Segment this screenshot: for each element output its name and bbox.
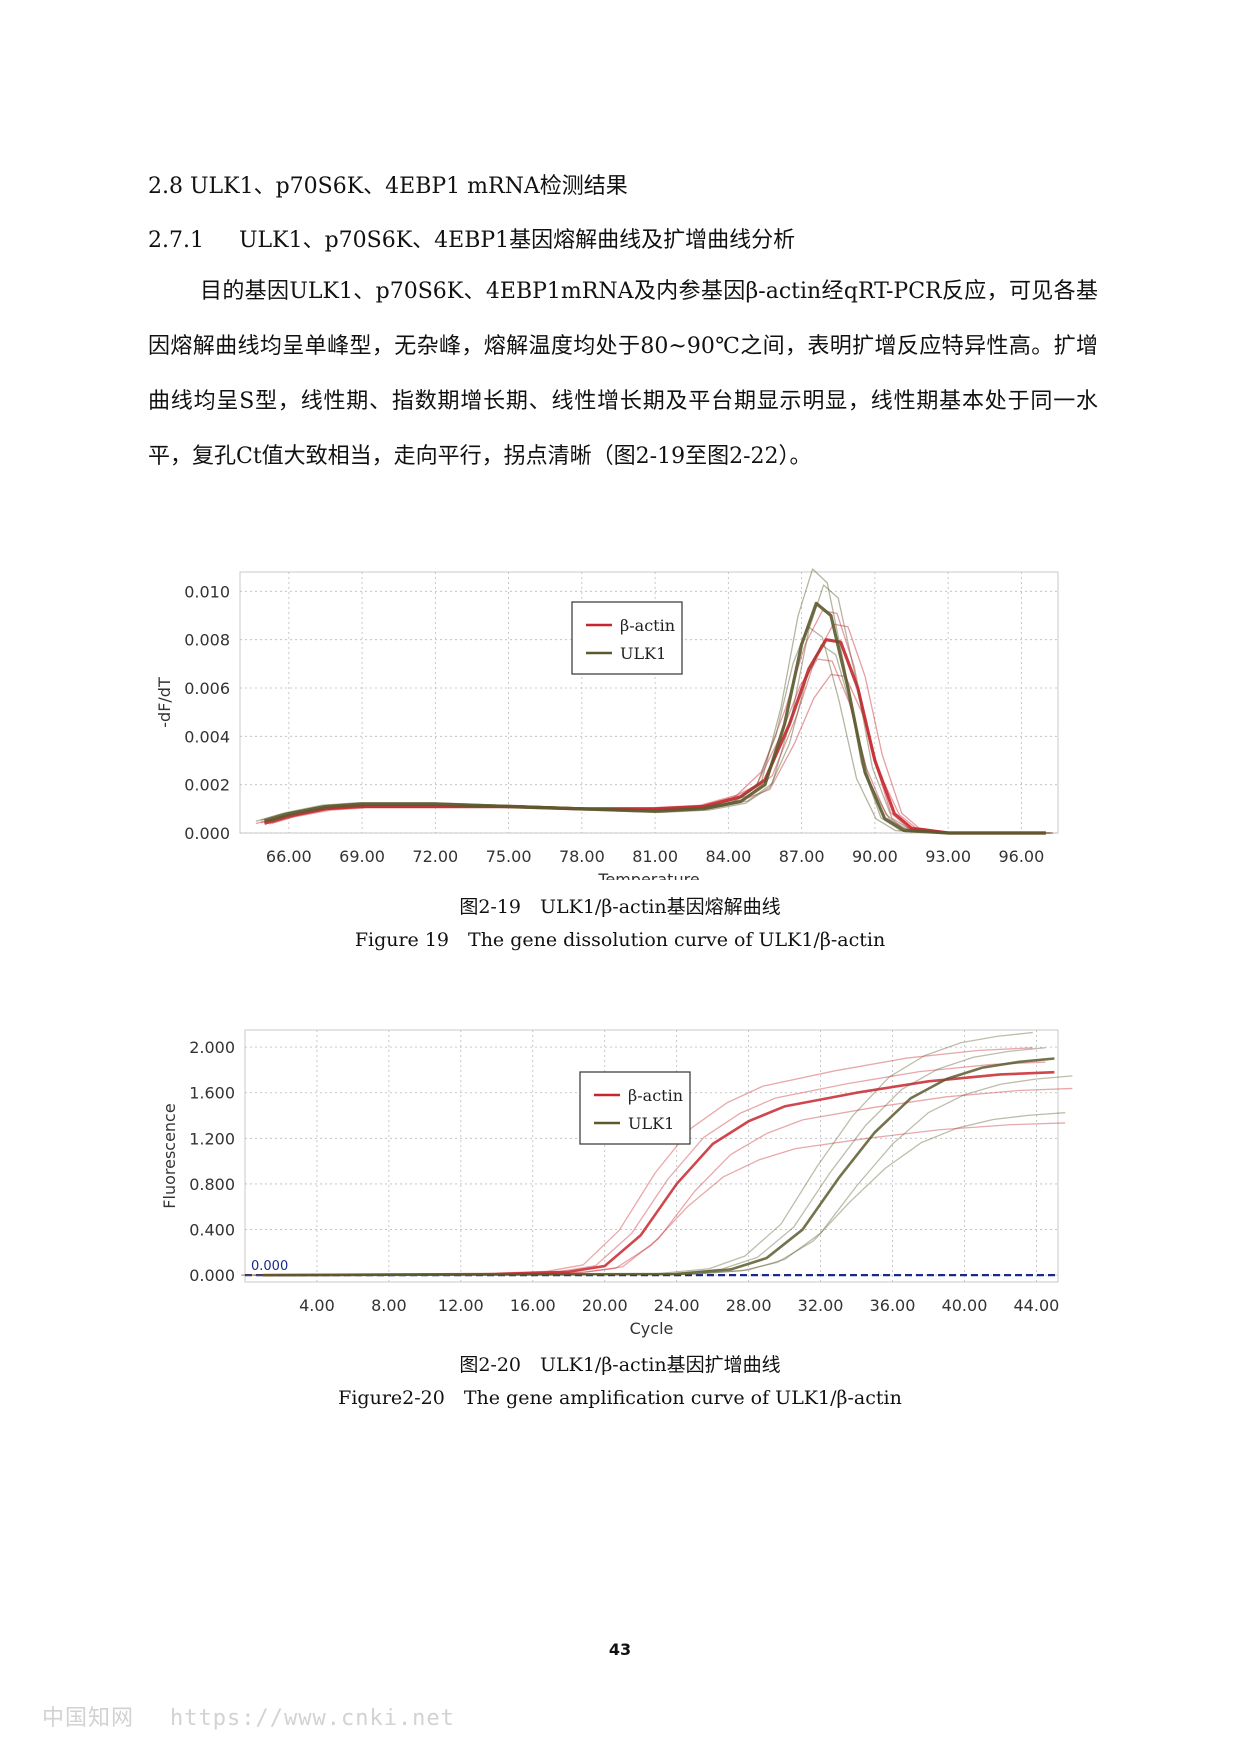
figure19-caption-en: Figure 19 The gene dissolution curve of … xyxy=(354,929,886,951)
chart1-grid xyxy=(239,571,1059,834)
figure20-caption-en: Figure2-20 The gene amplification curve … xyxy=(338,1387,902,1409)
threshold-label: 0.000 xyxy=(251,1259,288,1274)
legend-label: β-actin xyxy=(620,616,675,635)
legend-label: β-actin xyxy=(628,1086,683,1105)
x-tick-label: 36.00 xyxy=(870,1296,916,1315)
x-tick-label: 96.00 xyxy=(998,847,1044,866)
legend-box xyxy=(571,601,683,675)
watermark-site: 中国知网 xyxy=(42,1706,135,1731)
x-tick-label: 40.00 xyxy=(942,1296,988,1315)
figure19-caption-cn: 图2-19 ULK1/β-actin基因熔解曲线 xyxy=(459,896,781,918)
series-line-ulk1 xyxy=(262,1057,1055,1277)
x-tick-label: 4.00 xyxy=(299,1296,335,1315)
x-tick-label: 32.00 xyxy=(798,1296,844,1315)
chart2-legend: β-actin ULK1 xyxy=(579,1071,691,1145)
y-tick-label: 0.000 xyxy=(184,824,230,843)
y-tick-label: 0.002 xyxy=(184,776,230,795)
watermark-url: https://www.cnki.net xyxy=(170,1706,455,1731)
x-tick-label: 12.00 xyxy=(438,1296,484,1315)
x-tick-label: 16.00 xyxy=(510,1296,556,1315)
series-line-beta-actin xyxy=(262,1070,1055,1277)
series-line-ulk1 xyxy=(273,1112,1066,1276)
subsection-number: 2.7.1 xyxy=(148,228,204,253)
y-axis-label: Fluorescence xyxy=(160,1103,179,1208)
plot-frame xyxy=(239,571,1059,834)
chart1-series xyxy=(255,568,1054,835)
x-tick-label: 90.00 xyxy=(852,847,898,866)
x-tick-label: 24.00 xyxy=(654,1296,700,1315)
y-tick-label: 0.004 xyxy=(184,727,230,746)
watermark: 中国知网 https://www.cnki.net xyxy=(42,1700,455,1732)
x-tick-label: 93.00 xyxy=(925,847,971,866)
subsection-title: ULK1、p70S6K、4EBP1基因熔解曲线及扩增曲线分析 xyxy=(238,228,796,253)
chart2-series: 0.000 xyxy=(241,1031,1073,1277)
legend-label: ULK1 xyxy=(628,1114,674,1133)
x-tick-label: 69.00 xyxy=(339,847,385,866)
y-tick-label: 0.010 xyxy=(184,582,230,601)
series-line-ulk1 xyxy=(241,1031,1033,1276)
y-tick-label: 2.000 xyxy=(189,1038,235,1057)
legend-box xyxy=(579,1071,691,1145)
x-axis-label: Temperature xyxy=(597,870,699,880)
page-number: 43 xyxy=(608,1640,632,1659)
x-tick-label: 84.00 xyxy=(705,847,751,866)
x-tick-label: 75.00 xyxy=(486,847,532,866)
x-tick-label: 20.00 xyxy=(582,1296,628,1315)
series-line-beta-actin xyxy=(280,1087,1073,1276)
x-tick-label: 87.00 xyxy=(779,847,825,866)
y-tick-label: 1.600 xyxy=(189,1084,235,1103)
x-tick-label: 72.00 xyxy=(412,847,458,866)
series-line-beta-actin xyxy=(273,1122,1066,1276)
y-axis-label: -dF/dT xyxy=(155,677,174,728)
x-tick-label: 44.00 xyxy=(1014,1296,1060,1315)
y-tick-label: 0.000 xyxy=(189,1266,235,1285)
melt-curve-chart: 66.00 69.00 72.00 75.00 78.00 81.00 84.00 87.00… xyxy=(155,568,1059,880)
series-line-ulk1 xyxy=(263,601,1046,835)
x-tick-label: 28.00 xyxy=(726,1296,772,1315)
chart1-legend: β-actin ULK1 xyxy=(571,601,683,675)
x-tick-label: 78.00 xyxy=(559,847,605,866)
subsection-heading-2-7-1: 2.7.1 ULK1、p70S6K、4EBP1基因熔解曲线及扩增曲线分析 xyxy=(148,222,795,254)
figure20-caption-cn: 图2-20 ULK1/β-actin基因扩增曲线 xyxy=(459,1354,781,1376)
y-tick-label: 0.008 xyxy=(184,631,230,650)
chart1-axes: 66.00 69.00 72.00 75.00 78.00 81.00 84.00 87.00… xyxy=(155,582,1044,880)
series-line-ulk1 xyxy=(280,1075,1073,1276)
chart2-axes: 4.00 8.00 12.00 16.00 20.00 24.00 28.00 32.00 36… xyxy=(160,1038,1059,1338)
legend-label: ULK1 xyxy=(620,644,666,663)
y-tick-label: 1.200 xyxy=(189,1129,235,1148)
y-tick-label: 0.006 xyxy=(184,679,230,698)
y-tick-label: 0.400 xyxy=(189,1221,235,1240)
x-tick-label: 81.00 xyxy=(632,847,678,866)
x-axis-label: Cycle xyxy=(630,1319,674,1338)
x-tick-label: 8.00 xyxy=(371,1296,407,1315)
body-paragraph: 目的基因ULK1、p70S6K、4EBP1mRNA及内参基因β-actin经qR… xyxy=(148,264,1098,484)
x-tick-label: 66.00 xyxy=(266,847,312,866)
amplification-curve-chart: 0.000 4.00 8.00 12.00 16.00 20.00 24.00 28.00 3… xyxy=(160,1029,1073,1338)
paragraph-text: 目的基因ULK1、p70S6K、4EBP1mRNA及内参基因β-actin经qR… xyxy=(148,279,1098,469)
section-heading-2-8: 2.8 ULK1、p70S6K、4EBP1 mRNA检测结果 xyxy=(148,174,628,199)
y-tick-label: 0.800 xyxy=(189,1175,235,1194)
